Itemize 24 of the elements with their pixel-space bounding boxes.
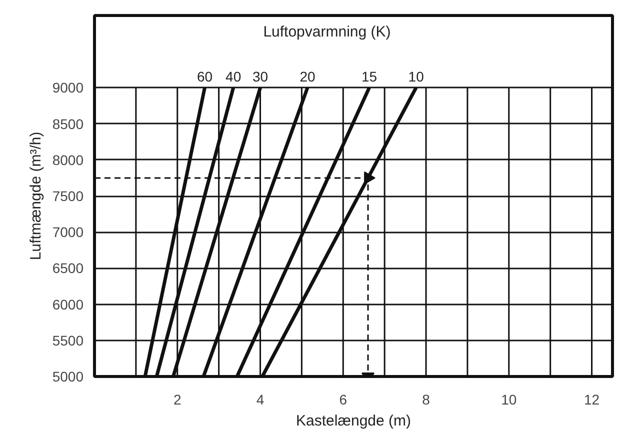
x-tick-label: 8	[422, 392, 430, 408]
legend-title: Luftopvarmning (K)	[263, 24, 391, 40]
y-tick-label: 9000	[52, 80, 84, 96]
series-label: 20	[300, 68, 316, 85]
y-tick-label: 6500	[52, 260, 84, 276]
y-tick-label: 5500	[52, 332, 84, 348]
y-tick-label: 7000	[52, 224, 84, 240]
y-axis-title: Luftmængde (m³/h)	[27, 132, 44, 260]
series-label: 15	[361, 68, 378, 85]
y-tick-label: 7500	[52, 188, 84, 204]
series-label: 60	[196, 68, 213, 85]
y-tick-label: 6000	[52, 296, 84, 312]
x-tick-label: 12	[584, 392, 600, 408]
y-tick-label: 8000	[52, 152, 84, 168]
x-axis-title: Kastelængde (m)	[296, 412, 412, 430]
x-tick-label: 6	[339, 392, 348, 408]
series-label: 10	[408, 68, 424, 85]
y-tick-label: 8500	[52, 116, 84, 132]
series-label: 40	[226, 68, 242, 85]
y-tick-label: 5000	[52, 368, 84, 384]
x-tick-label: 2	[173, 392, 182, 408]
x-tick-label: 10	[501, 392, 517, 408]
series-label: 30	[252, 68, 268, 85]
x-tick-label: 4	[256, 392, 264, 408]
